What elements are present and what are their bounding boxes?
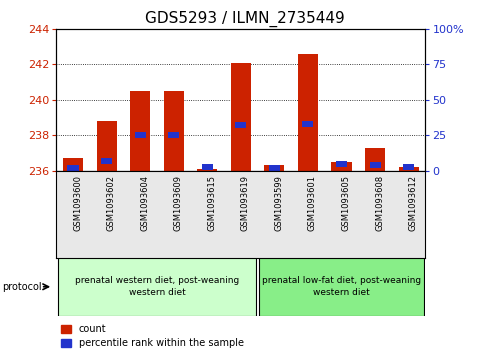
Text: GSM1093605: GSM1093605 [341, 175, 350, 231]
Bar [197, 169, 217, 171]
Bar [168, 132, 179, 138]
Bar [134, 132, 145, 138]
Bar [268, 164, 279, 171]
Bar [67, 164, 79, 171]
Text: GSM1093609: GSM1093609 [173, 175, 183, 231]
Text: GSM1093601: GSM1093601 [307, 175, 316, 231]
Text: GSM1093599: GSM1093599 [274, 175, 283, 231]
Bar [63, 158, 83, 171]
Bar [259, 258, 423, 316]
Bar [264, 165, 284, 171]
Bar [364, 148, 385, 171]
Bar [101, 158, 112, 164]
Legend: count, percentile rank within the sample: count, percentile rank within the sample [61, 324, 243, 348]
Bar [398, 167, 418, 171]
Text: GSM1093615: GSM1093615 [207, 175, 216, 231]
Bar [297, 54, 317, 171]
Bar [302, 121, 313, 127]
Bar [58, 258, 255, 316]
Text: protocol: protocol [2, 282, 42, 292]
Bar [202, 164, 212, 170]
Bar [96, 121, 117, 171]
Text: prenatal low-fat diet, post-weaning
western diet: prenatal low-fat diet, post-weaning west… [262, 276, 420, 297]
Bar [163, 91, 183, 171]
Bar [369, 162, 380, 168]
Text: GSM1093619: GSM1093619 [240, 175, 249, 231]
Bar [230, 63, 250, 171]
Text: GDS5293 / ILMN_2735449: GDS5293 / ILMN_2735449 [144, 11, 344, 27]
Text: GSM1093602: GSM1093602 [106, 175, 115, 231]
Bar [130, 91, 150, 171]
Text: GSM1093612: GSM1093612 [408, 175, 417, 231]
Bar [335, 161, 346, 167]
Text: GSM1093604: GSM1093604 [140, 175, 149, 231]
Text: GSM1093600: GSM1093600 [73, 175, 82, 231]
Text: prenatal western diet, post-weaning
western diet: prenatal western diet, post-weaning west… [75, 276, 239, 297]
Bar [235, 122, 246, 129]
Bar [402, 164, 413, 170]
Text: GSM1093608: GSM1093608 [374, 175, 383, 231]
Bar [331, 162, 351, 171]
